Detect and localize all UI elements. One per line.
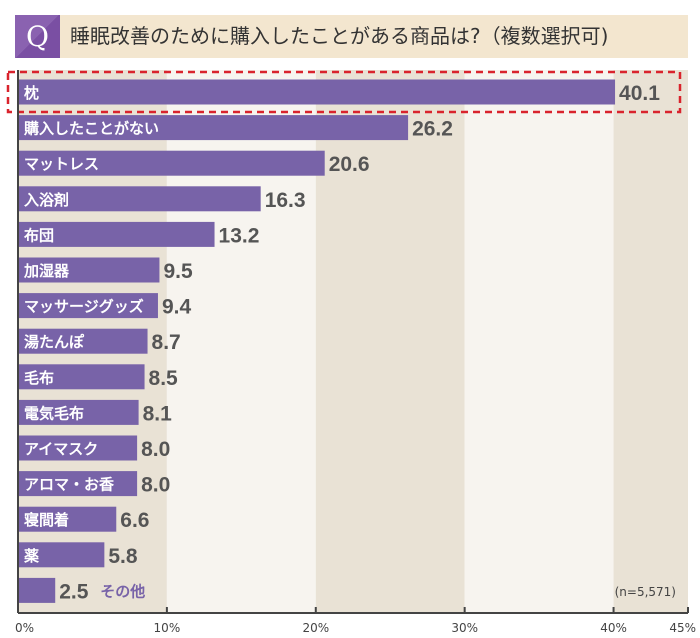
value-label: 2.5 bbox=[59, 580, 89, 603]
x-tick-label: 40% bbox=[600, 621, 627, 635]
chart-title: 睡眠改善のために購入したことがある商品は?（複数選択可) bbox=[70, 24, 609, 48]
value-label: 8.0 bbox=[141, 438, 170, 461]
bar bbox=[18, 364, 145, 390]
value-label: 8.5 bbox=[149, 367, 179, 390]
category-label: マッサージグッズ bbox=[24, 298, 144, 316]
category-label: 薬 bbox=[23, 547, 39, 565]
bar bbox=[18, 79, 616, 105]
highlight-box bbox=[6, 70, 682, 114]
category-label: 湯たんぽ bbox=[24, 333, 85, 351]
x-tick-label: 20% bbox=[302, 621, 329, 635]
value-label: 13.2 bbox=[219, 224, 260, 247]
category-label: 電気毛布 bbox=[24, 404, 84, 422]
x-tick-label: 30% bbox=[451, 621, 478, 635]
bar bbox=[18, 221, 215, 247]
category-label: 枕 bbox=[24, 84, 39, 102]
value-label: 9.5 bbox=[163, 260, 193, 283]
grid-band bbox=[613, 70, 688, 613]
x-tick-label: 0% bbox=[15, 621, 34, 635]
bar bbox=[18, 186, 261, 212]
category-label: 入浴剤 bbox=[24, 191, 69, 209]
category-label: アイマスク bbox=[24, 440, 98, 458]
bar bbox=[18, 115, 409, 141]
value-label: 8.7 bbox=[152, 331, 181, 354]
x-tick-label: 45% bbox=[669, 621, 696, 635]
category-label: 寝間着 bbox=[24, 511, 69, 529]
bar bbox=[18, 328, 148, 354]
bar bbox=[18, 577, 56, 603]
value-label: 20.6 bbox=[329, 153, 370, 176]
value-label: 8.1 bbox=[143, 402, 173, 425]
category-label: 購入したことがない bbox=[23, 120, 159, 138]
x-tick-label: 10% bbox=[154, 621, 181, 635]
bar bbox=[18, 293, 158, 319]
bar bbox=[18, 471, 138, 497]
value-label: 5.8 bbox=[108, 545, 138, 568]
value-label: 9.4 bbox=[162, 296, 192, 319]
title-bar bbox=[15, 15, 688, 58]
value-label: 26.2 bbox=[412, 118, 453, 141]
category-label: 布団 bbox=[24, 226, 54, 244]
bar bbox=[18, 435, 138, 461]
value-label: 40.1 bbox=[619, 82, 660, 105]
category-label: 加湿器 bbox=[23, 262, 70, 280]
bar bbox=[18, 257, 160, 283]
sample-size-note: (n=5,571) bbox=[615, 585, 676, 599]
bar bbox=[18, 150, 325, 176]
bar bbox=[18, 506, 117, 532]
category-label: マットレス bbox=[24, 155, 99, 173]
grid-band bbox=[315, 70, 465, 613]
value-label: 16.3 bbox=[265, 189, 306, 212]
grid-band bbox=[464, 70, 614, 613]
category-label: 毛布 bbox=[24, 369, 54, 387]
value-label: 6.6 bbox=[120, 509, 149, 532]
bar bbox=[18, 542, 105, 568]
bar bbox=[18, 399, 139, 425]
q-badge: Q bbox=[15, 15, 60, 58]
category-label: アロマ・お香 bbox=[24, 476, 114, 494]
category-label: その他 bbox=[100, 582, 145, 600]
value-label: 8.0 bbox=[141, 474, 170, 497]
